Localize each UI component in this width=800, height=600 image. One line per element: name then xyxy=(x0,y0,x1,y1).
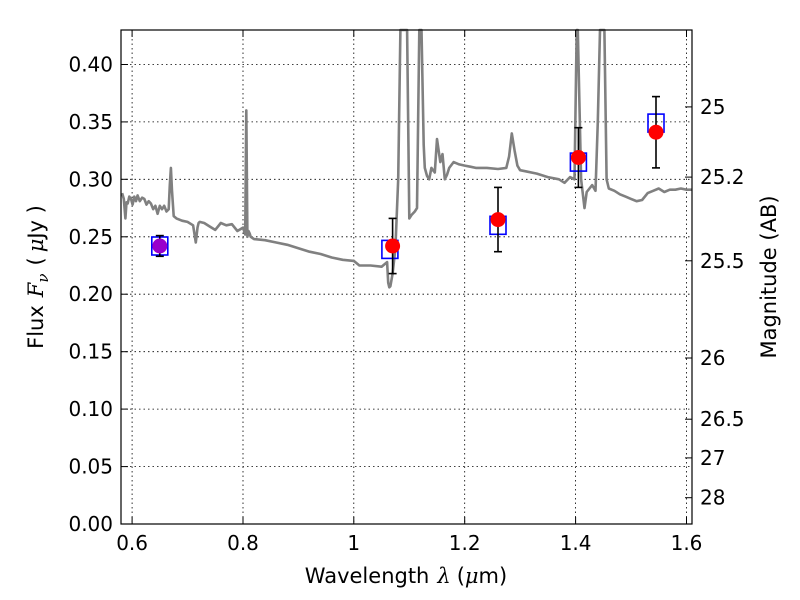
y-tick-label-5: 0.25 xyxy=(68,225,113,249)
observed-point-2 xyxy=(490,212,506,228)
plot-frame xyxy=(120,29,693,525)
x-axis-title-unit-rest: m) xyxy=(479,564,508,588)
y2-axis-title: Magnitude (AB) xyxy=(757,195,781,358)
observed-point-4 xyxy=(648,124,664,140)
y-tick-label-3: 0.15 xyxy=(68,340,113,364)
y-axis-ticks: 0.00 0.05 0.10 0.15 0.20 0.25 0.30 0.35 0.40 xyxy=(68,53,128,536)
x-tick-label-0: 0.6 xyxy=(116,531,148,555)
y2-axis-ticks: 25 25.2 25.5 26 26.5 27 28 xyxy=(685,95,745,510)
x-axis-title-symbol: λ xyxy=(436,564,450,588)
x-axis-title-prefix: Wavelength xyxy=(305,564,430,588)
x-tick-label-2: 1 xyxy=(347,531,360,555)
y2-tick-label-6: 28 xyxy=(700,486,725,510)
x-axis-ticks: 0.6 0.8 1 1.2 1.4 1.6 xyxy=(116,30,702,555)
y-tick-label-2: 0.10 xyxy=(68,397,113,421)
x-axis-title-unit-open: ( xyxy=(457,564,465,588)
observed-point-3 xyxy=(570,150,586,165)
y2-tick-label-1: 25.2 xyxy=(700,165,745,189)
y-tick-label-8: 0.40 xyxy=(68,53,113,77)
y2-tick-label-2: 25.5 xyxy=(700,249,745,273)
x-tick-label-3: 1.2 xyxy=(449,531,481,555)
y-tick-label-6: 0.30 xyxy=(68,167,113,191)
marker-layer xyxy=(151,95,665,275)
x-axis-title: Wavelength λ (μm) xyxy=(305,564,507,588)
x-tick-label-5: 1.6 xyxy=(671,531,703,555)
y-tick-label-7: 0.35 xyxy=(68,110,113,134)
y-tick-label-1: 0.05 xyxy=(68,455,113,479)
y-axis-title-symbol: F xyxy=(24,281,48,298)
y-axis-title-unit-open: ( xyxy=(24,257,48,265)
x-axis-title-unit-mu: μ xyxy=(465,564,479,588)
y-axis-title-prefix: Flux xyxy=(24,305,48,349)
x-tick-label-4: 1.4 xyxy=(560,531,592,555)
y2-tick-label-4: 26.5 xyxy=(700,407,745,431)
y-axis-title-unit-mu: μ xyxy=(24,239,48,253)
model-spectrum-line xyxy=(120,28,692,289)
y2-tick-label-0: 25 xyxy=(700,95,725,119)
y-axis-title: Flux Fν ( μJy ) xyxy=(24,205,52,349)
y-tick-label-4: 0.20 xyxy=(68,282,113,306)
x-tick-label-1: 0.8 xyxy=(227,531,259,555)
y-axis-title-unit-rest: Jy ) xyxy=(24,205,48,241)
y-axis-title-subscript: ν xyxy=(34,274,52,283)
observed-point-0 xyxy=(152,238,168,254)
observed-point-1 xyxy=(385,238,401,254)
model-spectrum-layer xyxy=(120,28,692,289)
y-tick-label-0: 0.00 xyxy=(68,512,113,536)
y2-tick-label-5: 27 xyxy=(700,446,725,470)
y2-tick-label-3: 26 xyxy=(700,346,725,370)
